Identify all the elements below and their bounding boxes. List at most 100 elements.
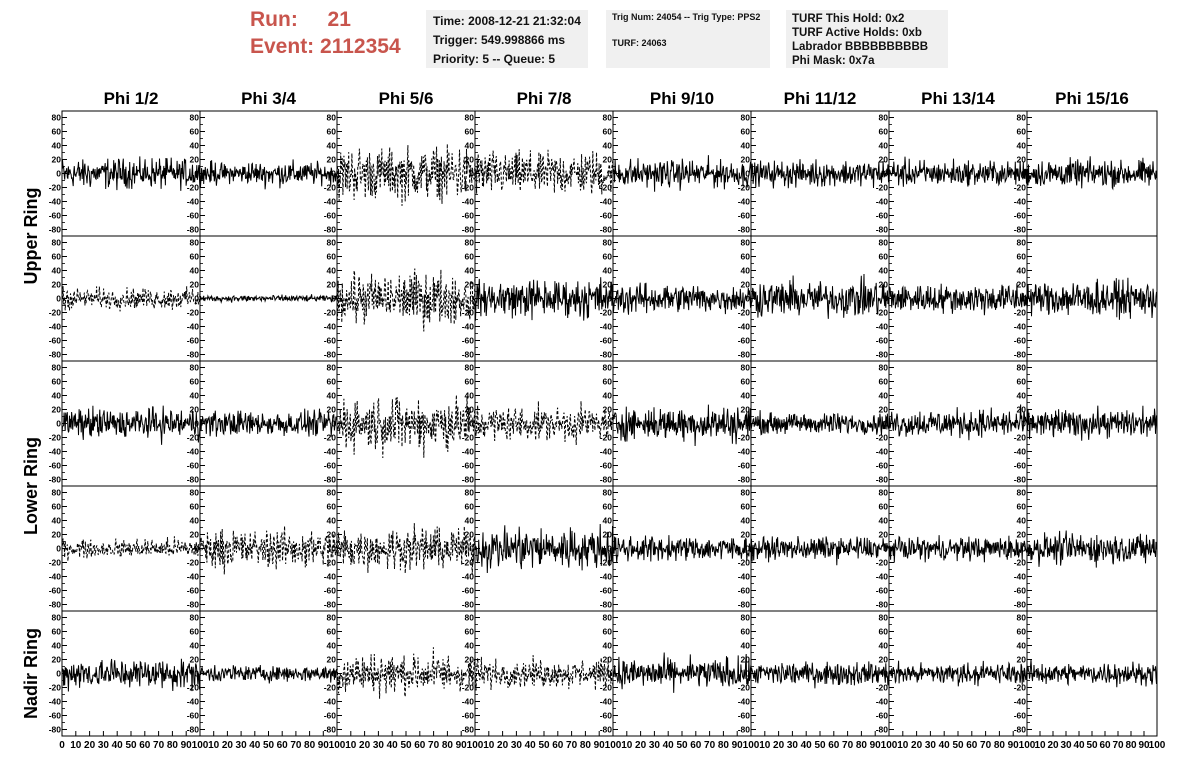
y-tick-label: -40	[876, 697, 889, 707]
y-tick-label: 80	[327, 238, 337, 248]
x-tick-label: 80	[580, 740, 592, 751]
y-tick-label: 20	[327, 530, 337, 540]
x-tick-label: 30	[1060, 740, 1072, 751]
y-tick-label: -20	[324, 183, 337, 193]
y-tick-label: 0	[883, 169, 888, 179]
y-tick-label: -40	[1014, 697, 1027, 707]
x-tick-label: 30	[236, 740, 248, 751]
y-tick-label: -80	[462, 350, 475, 360]
y-tick-label: -60	[738, 586, 751, 596]
y-tick-label: -20	[876, 683, 889, 693]
x-tick-label: 90	[1008, 740, 1020, 751]
y-tick-label: 60	[190, 502, 200, 512]
y-tick-label: 60	[1017, 377, 1027, 387]
y-tick-label: 0	[1021, 669, 1026, 679]
y-tick-label: -20	[738, 183, 751, 193]
y-tick-label: -20	[49, 183, 62, 193]
y-tick-label: -20	[49, 558, 62, 568]
y-tick-label: -80	[876, 725, 889, 735]
y-tick-label: 20	[741, 530, 751, 540]
y-tick-label: -20	[738, 433, 751, 443]
y-tick-label: 20	[190, 405, 200, 415]
y-tick-label: -20	[876, 558, 889, 568]
y-tick-label: 0	[331, 294, 336, 304]
y-tick-label: -60	[324, 711, 337, 721]
y-tick-label: 40	[327, 141, 337, 151]
x-tick-label: 80	[718, 740, 730, 751]
y-tick-label: -20	[876, 433, 889, 443]
y-tick-label: -60	[49, 211, 62, 221]
y-tick-label: -20	[462, 183, 475, 193]
y-tick-label: 0	[883, 669, 888, 679]
x-tick-label: 100	[881, 740, 898, 751]
x-tick-label: 100	[467, 740, 484, 751]
y-tick-label: -40	[462, 322, 475, 332]
y-tick-label: 40	[879, 266, 889, 276]
column-title: Phi 15/16	[1055, 89, 1129, 108]
y-tick-label: -20	[738, 683, 751, 693]
y-tick-label: -60	[738, 211, 751, 221]
x-tick-label: 60	[1099, 740, 1111, 751]
waveform-trace	[612, 155, 752, 192]
y-tick-label: 0	[56, 669, 61, 679]
x-tick-label: 60	[690, 740, 702, 751]
y-tick-label: 80	[1017, 113, 1027, 123]
x-tick-label: 100	[192, 740, 209, 751]
y-tick-label: 20	[879, 155, 889, 165]
y-tick-label: 0	[194, 169, 199, 179]
y-tick-label: -60	[462, 211, 475, 221]
y-tick-label: 40	[465, 641, 475, 651]
waveform-trace	[1026, 156, 1158, 191]
y-tick-label: -80	[187, 350, 200, 360]
y-tick-label: 20	[741, 655, 751, 665]
row-group-title: Lower Ring	[21, 437, 41, 535]
waveform-trace	[199, 294, 338, 304]
x-tick-label: 80	[304, 740, 316, 751]
y-tick-label: -20	[187, 683, 200, 693]
y-tick-label: -40	[738, 697, 751, 707]
y-tick-label: 20	[327, 155, 337, 165]
y-tick-label: 0	[469, 419, 474, 429]
y-tick-label: -80	[49, 350, 62, 360]
y-tick-label: -40	[600, 322, 613, 332]
y-tick-label: 0	[1021, 169, 1026, 179]
y-tick-label: -80	[876, 350, 889, 360]
x-tick-label: 70	[566, 740, 578, 751]
y-tick-label: 40	[327, 391, 337, 401]
x-tick-label: 60	[414, 740, 426, 751]
y-tick-label: 60	[327, 627, 337, 637]
y-tick-label: -60	[324, 461, 337, 471]
x-tick-label: 70	[980, 740, 992, 751]
y-tick-label: 0	[1021, 294, 1026, 304]
y-tick-label: -20	[876, 183, 889, 193]
y-tick-label: 40	[465, 391, 475, 401]
y-tick-label: -40	[187, 322, 200, 332]
y-tick-label: 80	[465, 363, 475, 373]
y-tick-label: 60	[52, 377, 62, 387]
y-tick-label: -20	[600, 308, 613, 318]
y-tick-label: 80	[741, 238, 751, 248]
y-tick-label: -40	[876, 572, 889, 582]
y-tick-label: 20	[465, 155, 475, 165]
column-title: Phi 1/2	[104, 89, 159, 108]
y-tick-label: 60	[1017, 127, 1027, 137]
y-tick-label: 60	[603, 252, 613, 262]
x-tick-label: 20	[1047, 740, 1059, 751]
y-tick-label: 0	[194, 294, 199, 304]
y-tick-label: 60	[1017, 627, 1027, 637]
y-tick-label: 20	[465, 405, 475, 415]
y-tick-label: -20	[600, 558, 613, 568]
waveform-trace	[474, 277, 614, 321]
row-group-title: Nadir Ring	[21, 628, 41, 719]
y-tick-label: 0	[56, 169, 61, 179]
y-tick-label: -20	[1014, 308, 1027, 318]
y-tick-label: -80	[324, 350, 337, 360]
y-tick-label: -40	[600, 572, 613, 582]
y-tick-label: -20	[1014, 683, 1027, 693]
y-tick-label: 60	[879, 502, 889, 512]
y-tick-label: 60	[190, 627, 200, 637]
y-tick-label: -20	[462, 558, 475, 568]
y-tick-label: 80	[879, 363, 889, 373]
x-tick-label: 40	[112, 740, 124, 751]
y-tick-label: 80	[52, 238, 62, 248]
